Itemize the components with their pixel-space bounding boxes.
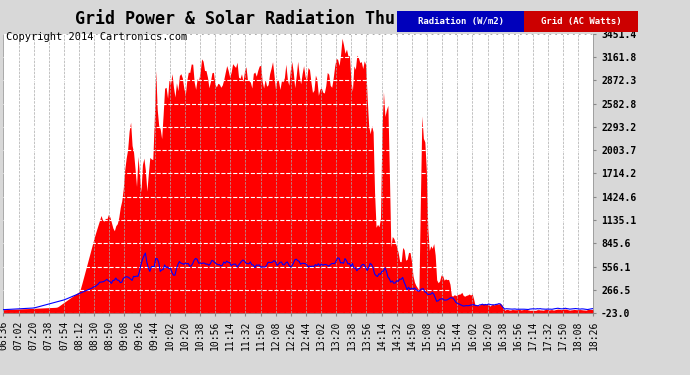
Text: Grid Power & Solar Radiation Thu Sep 25 18:44: Grid Power & Solar Radiation Thu Sep 25 … <box>75 9 525 28</box>
Text: Grid (AC Watts): Grid (AC Watts) <box>541 17 622 26</box>
Text: Copyright 2014 Cartronics.com: Copyright 2014 Cartronics.com <box>6 32 187 42</box>
Text: Radiation (W/m2): Radiation (W/m2) <box>417 17 504 26</box>
